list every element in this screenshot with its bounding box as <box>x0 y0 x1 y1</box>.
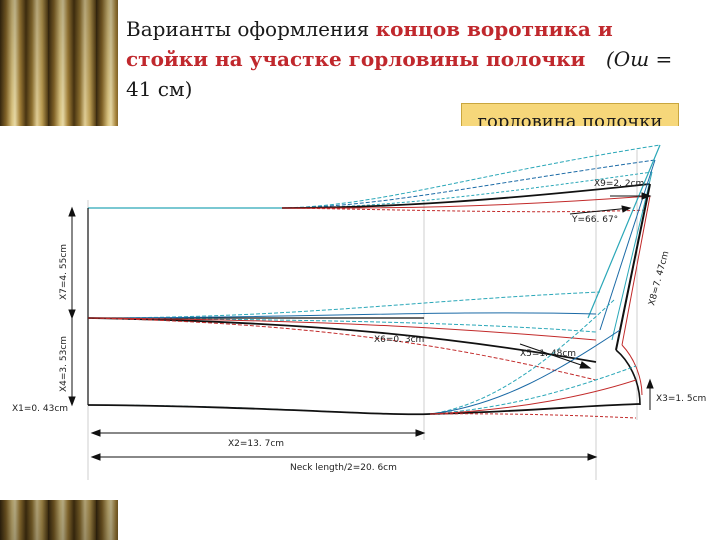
title-formula-value: 41 см) <box>126 77 193 101</box>
label-x5: X5=1. 48cm <box>520 349 576 359</box>
label-x2: X2=13. 7cm <box>228 439 284 449</box>
label-y-angle: Y=66. 67° <box>571 215 618 225</box>
slide-title: Варианты оформления концов воротника и с… <box>126 14 686 104</box>
title-text-highlight: концов воротника и стойки на участке гор… <box>126 17 613 71</box>
label-x4: X4=3. 53cm <box>59 336 69 392</box>
dimension-arrows <box>68 192 654 461</box>
collar-end-lines <box>587 144 661 406</box>
label-x6: X6=0. 3cm <box>374 335 424 345</box>
stand-line-variants <box>87 291 601 381</box>
label-x1: X1=0. 43cm <box>12 404 68 414</box>
label-neck-length: Neck length/2=20. 6cm <box>290 463 397 473</box>
title-formula: (Ош = <box>606 47 673 71</box>
collar-top-variants <box>281 144 661 213</box>
neckline-variants <box>87 299 641 419</box>
collar-construction-diagram: X9=2. 2cm Y=66. 67° X8=7. 47cm X7=4. 55c… <box>0 126 720 500</box>
title-text-plain: Варианты оформления <box>126 17 376 41</box>
label-x3: X3=1. 5cm <box>656 394 706 404</box>
label-x7: X7=4. 55cm <box>59 244 69 300</box>
label-x9: X9=2. 2cm <box>594 179 644 189</box>
